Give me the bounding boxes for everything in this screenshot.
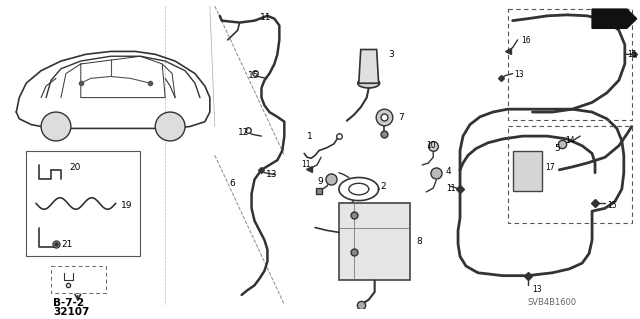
Text: 20: 20 (69, 163, 80, 172)
Text: 13: 13 (515, 70, 524, 79)
Text: 21: 21 (61, 240, 72, 249)
Bar (339, 204, 410, 280)
Text: 12: 12 (237, 129, 249, 137)
Text: 17: 17 (545, 163, 555, 172)
Text: FR.: FR. (593, 13, 614, 23)
Text: 14: 14 (565, 136, 575, 145)
Text: 1: 1 (307, 132, 313, 141)
Ellipse shape (358, 78, 380, 88)
Text: SVB4B1600: SVB4B1600 (527, 298, 577, 307)
Polygon shape (359, 49, 379, 83)
Circle shape (41, 112, 71, 141)
Text: 11: 11 (301, 160, 310, 169)
Text: 11: 11 (259, 13, 271, 22)
Text: 13: 13 (266, 170, 278, 179)
Text: 5: 5 (554, 144, 560, 153)
Text: 32107: 32107 (53, 308, 90, 317)
Text: 16: 16 (522, 36, 531, 45)
Text: 6: 6 (230, 179, 236, 189)
Circle shape (156, 112, 185, 141)
Text: 9: 9 (317, 176, 323, 186)
Text: 4: 4 (445, 167, 451, 176)
Bar (508, 9, 632, 120)
Text: 7: 7 (399, 113, 404, 122)
Bar (26, 151, 140, 256)
Text: 19: 19 (120, 201, 132, 210)
Bar (51, 266, 106, 293)
Text: 15: 15 (248, 71, 259, 80)
Polygon shape (592, 9, 637, 28)
Text: 10: 10 (426, 141, 436, 150)
Text: 11: 11 (446, 184, 456, 193)
Text: 8: 8 (417, 237, 422, 246)
Bar (508, 127, 632, 223)
Text: 15: 15 (607, 201, 616, 210)
Text: 2: 2 (381, 182, 386, 191)
Text: 3: 3 (388, 49, 394, 58)
Text: 13: 13 (532, 285, 542, 294)
Text: 15: 15 (627, 49, 636, 58)
Bar (513, 151, 543, 191)
Text: B-7-2: B-7-2 (53, 298, 84, 308)
